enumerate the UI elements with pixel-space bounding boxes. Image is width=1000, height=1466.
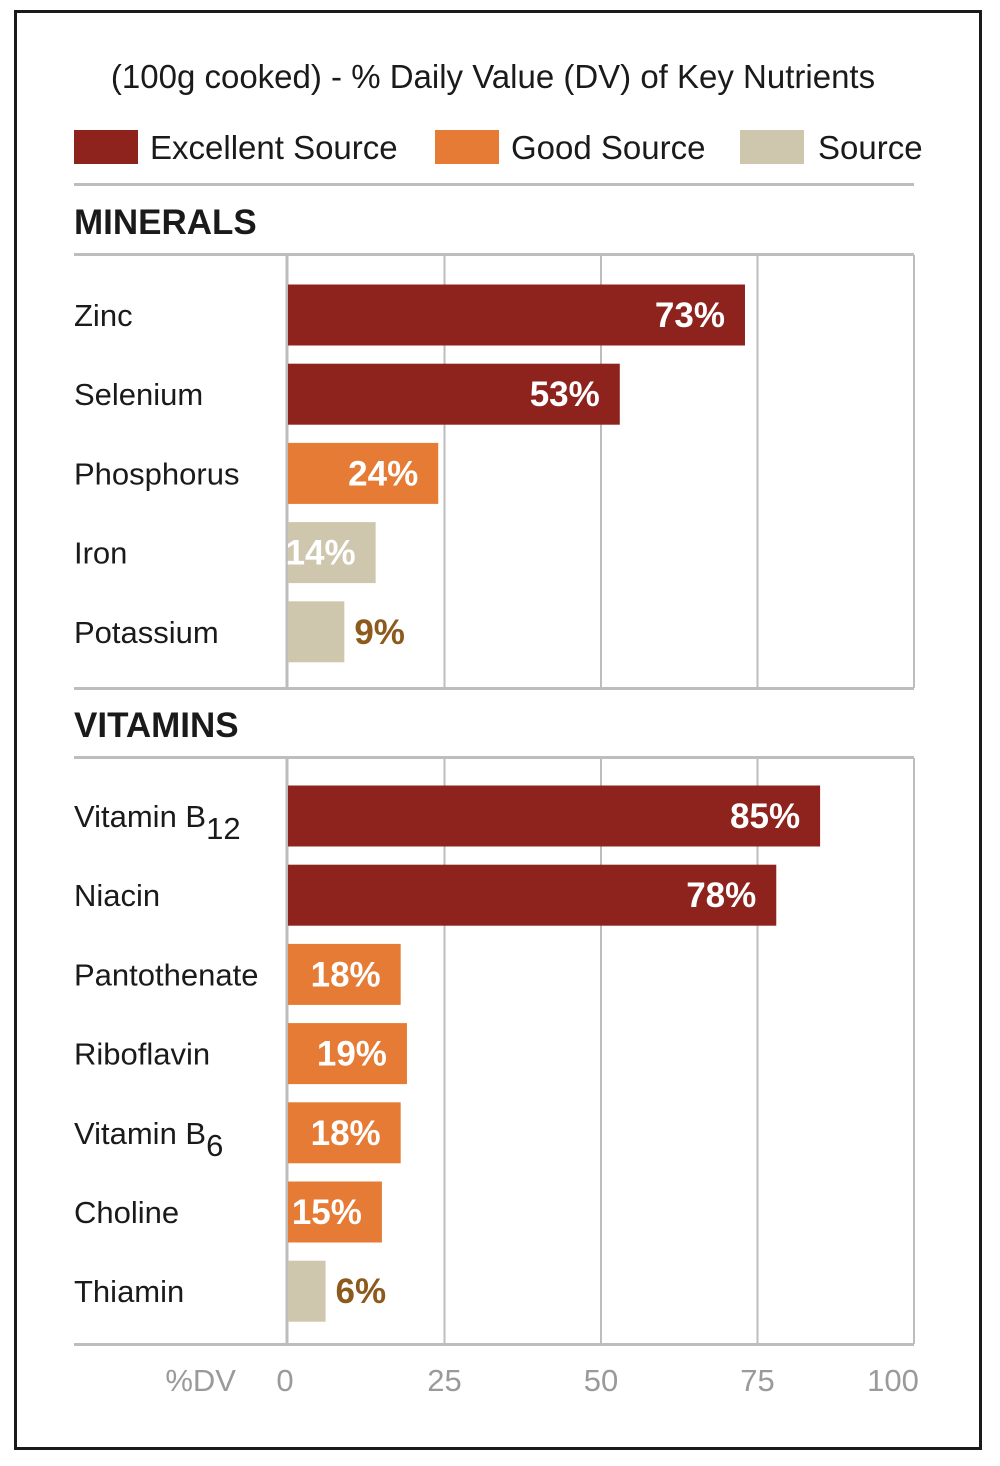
value-label-thiamin: 6% xyxy=(336,1272,387,1311)
bar-niacin xyxy=(288,864,777,926)
category-label-text: Phosphorus xyxy=(74,456,239,491)
category-label-text: Choline xyxy=(74,1195,179,1230)
bar-selenium xyxy=(288,363,620,425)
value-label-phosphorus: 24% xyxy=(348,454,418,493)
category-label-pantothenate: Pantothenate xyxy=(74,957,258,992)
legend-divider xyxy=(74,183,914,186)
category-label-phosphorus: Phosphorus xyxy=(74,456,239,491)
category-label-text: Potassium xyxy=(74,615,219,650)
section-title-minerals: MINERALS xyxy=(74,203,257,242)
chart-title: (100g cooked) - % Daily Value (DV) of Ke… xyxy=(111,58,875,95)
category-label-text: Thiamin xyxy=(74,1274,184,1309)
category-label-vitamin-b12: Vitamin B12 xyxy=(74,799,241,846)
value-label-choline: 15% xyxy=(292,1193,362,1232)
category-label-text: Vitamin B xyxy=(74,1116,206,1151)
category-label-choline: Choline xyxy=(74,1195,179,1230)
section-top-rule xyxy=(74,253,914,256)
category-label-subscript: 12 xyxy=(206,811,240,846)
legend-label-good: Good Source xyxy=(511,129,705,166)
legend-label-source: Source xyxy=(818,129,923,166)
x-tick-label-0: 0 xyxy=(276,1363,293,1398)
category-label-iron: Iron xyxy=(74,536,127,571)
legend-swatch-good xyxy=(435,130,499,164)
value-label-vitamin-b6: 18% xyxy=(311,1114,381,1153)
x-tick-label-50: 50 xyxy=(584,1363,618,1398)
category-label-selenium: Selenium xyxy=(74,377,203,412)
bar-vitamin-b6 xyxy=(288,1102,401,1164)
bar-thiamin xyxy=(288,1260,326,1322)
category-label-text: Vitamin B xyxy=(74,799,206,834)
category-label-niacin: Niacin xyxy=(74,878,160,913)
value-label-niacin: 78% xyxy=(686,876,756,915)
value-label-pantothenate: 18% xyxy=(311,955,381,994)
category-label-thiamin: Thiamin xyxy=(74,1274,184,1309)
category-label-text: Selenium xyxy=(74,377,203,412)
x-tick-label-100: 100 xyxy=(867,1363,919,1398)
category-label-text: Iron xyxy=(74,536,127,571)
bar-choline xyxy=(288,1181,382,1243)
bar-potassium xyxy=(288,601,345,663)
section-title-vitamins: VITAMINS xyxy=(74,706,239,745)
bar-pantothenate xyxy=(288,943,401,1005)
value-label-selenium: 53% xyxy=(530,375,600,414)
bar-phosphorus xyxy=(288,442,439,504)
section-bottom-rule xyxy=(74,1343,914,1346)
category-label-subscript: 6 xyxy=(206,1128,223,1163)
value-label-zinc: 73% xyxy=(655,296,725,335)
section-top-rule xyxy=(74,756,914,759)
bar-vitamin-b12 xyxy=(288,785,821,847)
category-label-text: Niacin xyxy=(74,878,160,913)
category-label-riboflavin: Riboflavin xyxy=(74,1037,210,1072)
x-tick-label-25: 25 xyxy=(427,1363,461,1398)
category-label-vitamin-b6: Vitamin B6 xyxy=(74,1116,223,1163)
x-axis-label: %DV xyxy=(165,1363,236,1398)
category-label-zinc: Zinc xyxy=(74,298,133,333)
legend-swatch-source xyxy=(740,130,804,164)
category-label-text: Pantothenate xyxy=(74,957,258,992)
bar-riboflavin xyxy=(288,1023,407,1085)
legend-swatch-excellent xyxy=(74,130,138,164)
legend-label-excellent: Excellent Source xyxy=(150,129,398,166)
value-label-potassium: 9% xyxy=(354,613,405,652)
chart-frame xyxy=(14,10,982,1450)
value-label-riboflavin: 19% xyxy=(317,1035,387,1074)
category-label-text: Zinc xyxy=(74,298,133,333)
bar-zinc xyxy=(288,284,745,346)
section-bottom-rule xyxy=(74,687,914,690)
category-label-potassium: Potassium xyxy=(74,615,219,650)
bar-iron xyxy=(288,522,376,584)
category-label-text: Riboflavin xyxy=(74,1037,210,1072)
value-label-iron: 14% xyxy=(286,534,356,573)
value-label-vitamin-b12: 85% xyxy=(730,797,800,836)
x-tick-label-75: 75 xyxy=(740,1363,774,1398)
